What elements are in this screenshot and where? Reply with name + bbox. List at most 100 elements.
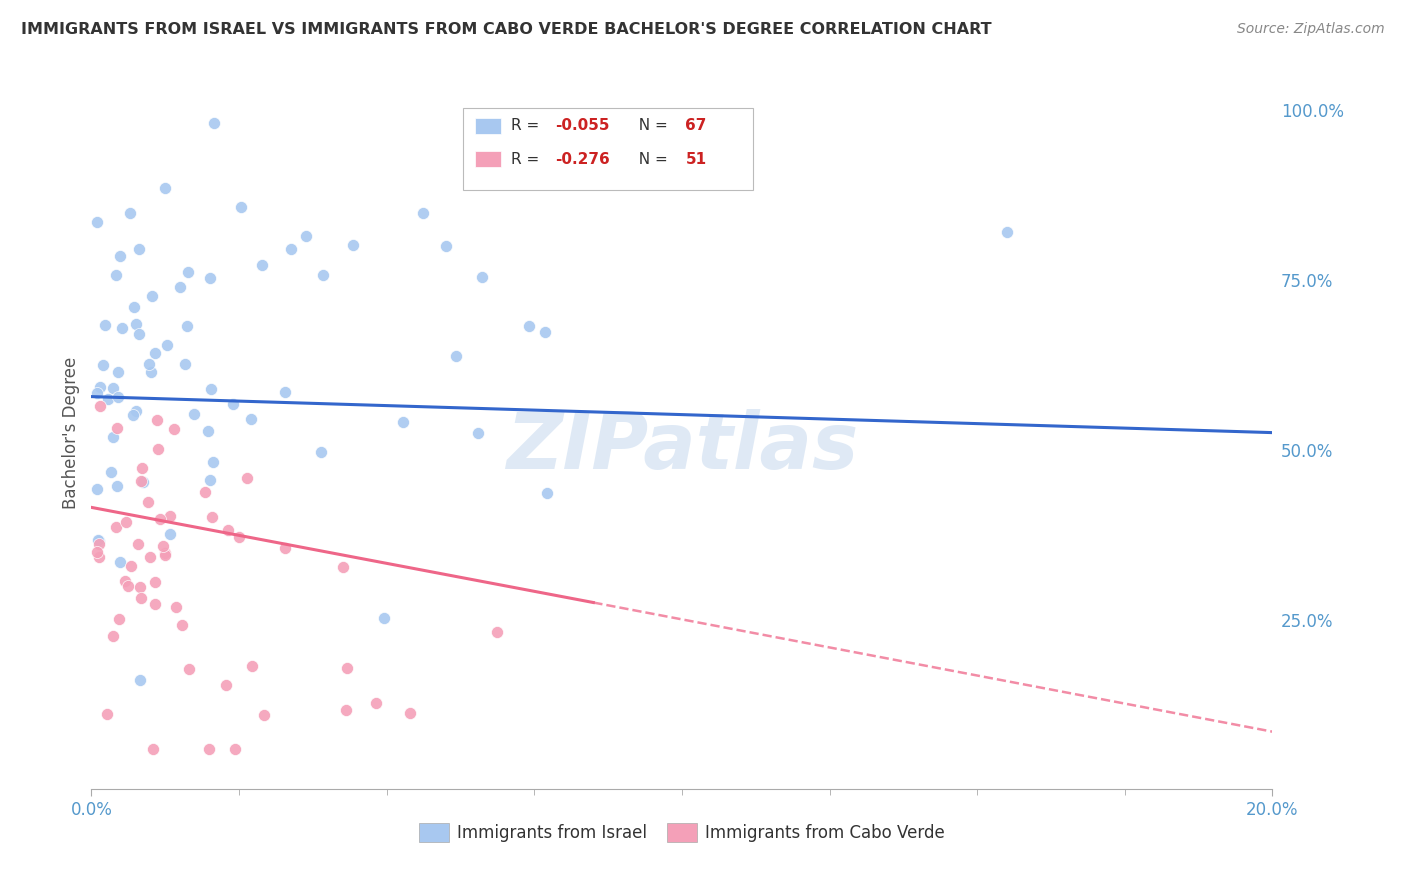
Point	[103, 430, 125, 444]
Point	[86, 533, 108, 547]
Point	[145, 412, 167, 426]
Text: -0.276: -0.276	[555, 152, 610, 167]
Point	[96, 706, 118, 721]
Point	[120, 559, 142, 574]
Point	[97, 392, 120, 407]
Point	[125, 404, 148, 418]
Point	[231, 200, 253, 214]
Point	[86, 385, 108, 400]
Text: Source: ZipAtlas.com: Source: ZipAtlas.com	[1237, 22, 1385, 37]
Point	[111, 321, 134, 335]
Point	[122, 300, 145, 314]
Point	[169, 279, 191, 293]
Point	[142, 741, 165, 756]
Text: 51: 51	[686, 152, 707, 167]
FancyBboxPatch shape	[475, 118, 501, 134]
Point	[534, 326, 557, 340]
Point	[156, 338, 179, 352]
Point	[201, 455, 224, 469]
Point	[138, 357, 160, 371]
Text: R =: R =	[510, 119, 544, 133]
Point	[120, 205, 142, 219]
Point	[86, 545, 108, 559]
Point	[198, 741, 221, 756]
Point	[335, 703, 357, 717]
Point	[148, 442, 170, 456]
Point	[444, 349, 467, 363]
Point	[101, 629, 124, 643]
Point	[183, 407, 205, 421]
Point	[517, 318, 540, 333]
Point	[153, 181, 176, 195]
Point	[129, 591, 152, 605]
Point	[240, 412, 263, 426]
Point	[145, 598, 167, 612]
Point	[159, 527, 181, 541]
Point	[236, 471, 259, 485]
Point	[201, 509, 224, 524]
Point	[89, 380, 111, 394]
Point	[228, 530, 250, 544]
Point	[103, 380, 125, 394]
Text: N =: N =	[628, 119, 672, 133]
Point	[434, 238, 457, 252]
Point	[280, 242, 302, 256]
Text: 67: 67	[686, 119, 707, 133]
Point	[217, 523, 239, 537]
Point	[105, 421, 128, 435]
Point	[136, 494, 159, 508]
Point	[471, 270, 494, 285]
Point	[392, 415, 415, 429]
Point	[93, 318, 115, 332]
Point	[332, 560, 354, 574]
Point	[89, 534, 111, 549]
Point	[274, 541, 297, 555]
Point	[198, 271, 221, 285]
FancyBboxPatch shape	[464, 108, 752, 190]
Point	[373, 610, 395, 624]
Point	[177, 662, 200, 676]
Point	[89, 399, 111, 413]
Point	[107, 391, 129, 405]
Point	[129, 673, 152, 687]
Point	[89, 537, 111, 551]
Point	[114, 574, 136, 589]
Point	[177, 265, 200, 279]
Point	[162, 422, 184, 436]
Point	[86, 215, 108, 229]
Point	[309, 445, 332, 459]
Point	[198, 473, 221, 487]
Text: -0.055: -0.055	[555, 119, 610, 133]
Point	[202, 116, 225, 130]
Point	[93, 358, 115, 372]
Point	[141, 289, 163, 303]
Point	[486, 625, 509, 640]
Point	[114, 515, 136, 529]
Point	[295, 228, 318, 243]
Point	[215, 678, 238, 692]
Point	[200, 382, 222, 396]
Point	[128, 581, 150, 595]
Point	[139, 365, 162, 379]
Point	[143, 575, 166, 590]
Point	[131, 461, 153, 475]
Point	[536, 485, 558, 500]
Text: N =: N =	[628, 152, 672, 167]
Point	[100, 465, 122, 479]
Point	[253, 708, 276, 723]
Point	[108, 612, 131, 626]
Point	[143, 346, 166, 360]
Legend: Immigrants from Israel, Immigrants from Cabo Verde: Immigrants from Israel, Immigrants from …	[412, 816, 952, 849]
Point	[110, 249, 132, 263]
Y-axis label: Bachelor's Degree: Bachelor's Degree	[62, 357, 80, 508]
Point	[176, 318, 198, 333]
Point	[467, 426, 489, 441]
Point	[364, 696, 387, 710]
Point	[240, 658, 263, 673]
Point	[108, 555, 131, 569]
Point	[995, 225, 1018, 239]
Point	[149, 512, 172, 526]
Point	[104, 520, 127, 534]
Point	[127, 536, 149, 550]
Point	[129, 475, 152, 489]
